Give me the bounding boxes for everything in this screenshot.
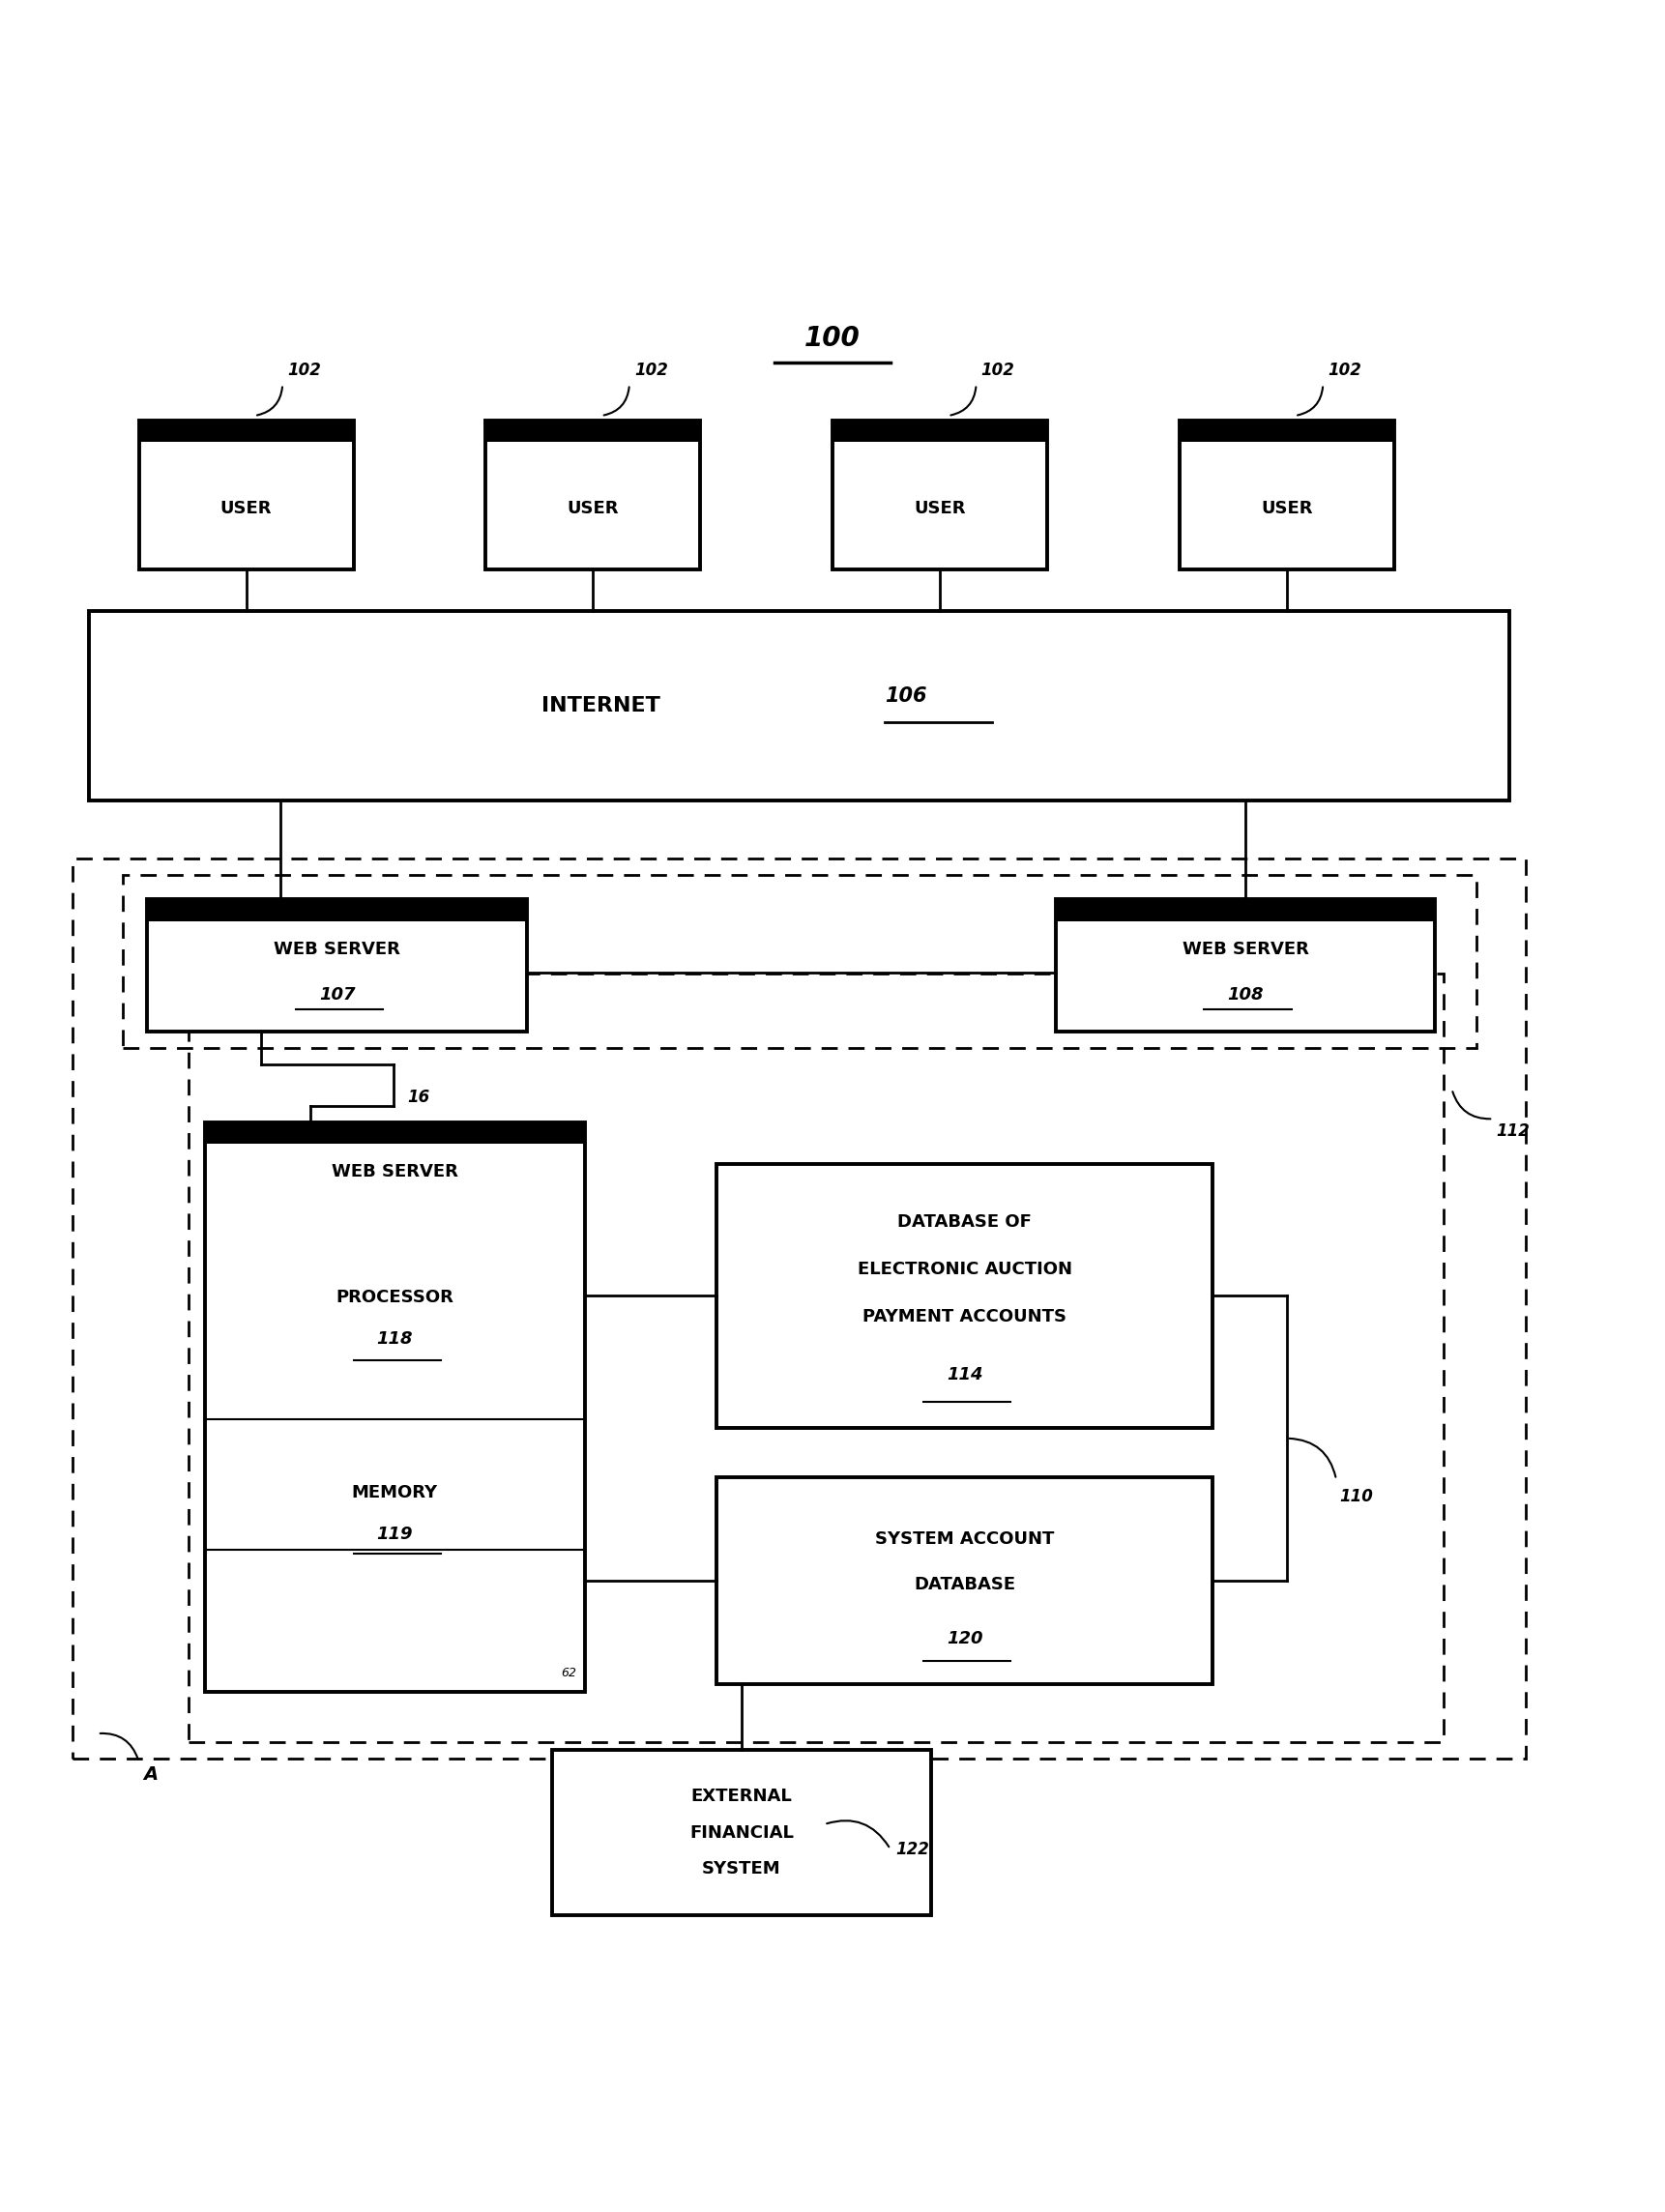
Bar — [90, 611, 1510, 801]
Bar — [205, 1121, 584, 1692]
Text: SYSTEM ACCOUNT: SYSTEM ACCOUNT — [876, 1531, 1054, 1548]
Text: 102: 102 — [981, 363, 1016, 380]
Bar — [1056, 900, 1435, 920]
Text: 118: 118 — [376, 1329, 413, 1347]
Bar — [551, 1750, 932, 1916]
Text: EXTERNAL: EXTERNAL — [691, 1787, 793, 1805]
Text: USER: USER — [568, 500, 619, 518]
Bar — [122, 874, 1477, 1048]
Bar — [205, 1121, 584, 1144]
Text: 119: 119 — [376, 1524, 413, 1542]
Bar — [832, 420, 1047, 568]
Text: 16: 16 — [408, 1088, 430, 1106]
Text: 107: 107 — [320, 987, 355, 1004]
Bar — [718, 1478, 1212, 1683]
Text: USER: USER — [914, 500, 966, 518]
Text: USER: USER — [1260, 500, 1312, 518]
Text: 102: 102 — [288, 363, 321, 380]
Text: WEB SERVER: WEB SERVER — [331, 1164, 458, 1181]
Text: 106: 106 — [884, 686, 927, 706]
Bar — [486, 420, 701, 568]
Text: ELECTRONIC AUCTION: ELECTRONIC AUCTION — [857, 1261, 1072, 1279]
Bar — [1056, 900, 1435, 1031]
Text: FINANCIAL: FINANCIAL — [689, 1825, 794, 1840]
Text: A: A — [143, 1765, 158, 1783]
Text: 102: 102 — [634, 363, 668, 380]
Bar — [832, 420, 1047, 442]
Text: 100: 100 — [804, 325, 861, 352]
Text: 110: 110 — [1340, 1489, 1374, 1506]
Text: PAYMENT ACCOUNTS: PAYMENT ACCOUNTS — [862, 1307, 1067, 1325]
Text: 112: 112 — [1497, 1121, 1530, 1139]
Text: PROCESSOR: PROCESSOR — [336, 1290, 455, 1307]
Text: DATABASE OF: DATABASE OF — [897, 1212, 1032, 1230]
Text: WEB SERVER: WEB SERVER — [1182, 940, 1309, 958]
Bar — [1179, 420, 1394, 568]
Text: DATABASE: DATABASE — [914, 1577, 1016, 1593]
Bar — [718, 1164, 1212, 1429]
Bar — [147, 900, 526, 920]
Text: INTERNET: INTERNET — [541, 697, 659, 714]
Bar — [1179, 420, 1394, 442]
Text: 114: 114 — [946, 1367, 982, 1385]
Text: 120: 120 — [946, 1630, 982, 1648]
Bar — [73, 858, 1527, 1759]
Text: MEMORY: MEMORY — [351, 1484, 438, 1502]
Text: 122: 122 — [896, 1840, 929, 1858]
Text: WEB SERVER: WEB SERVER — [273, 940, 400, 958]
Bar — [188, 973, 1444, 1741]
Text: USER: USER — [220, 500, 271, 518]
Bar — [147, 900, 526, 1031]
Text: 102: 102 — [1329, 363, 1362, 380]
Text: SYSTEM: SYSTEM — [703, 1860, 781, 1878]
Bar — [138, 420, 353, 442]
Text: 62: 62 — [561, 1666, 576, 1679]
Bar — [486, 420, 701, 442]
Bar — [138, 420, 353, 568]
Text: 108: 108 — [1227, 987, 1264, 1004]
